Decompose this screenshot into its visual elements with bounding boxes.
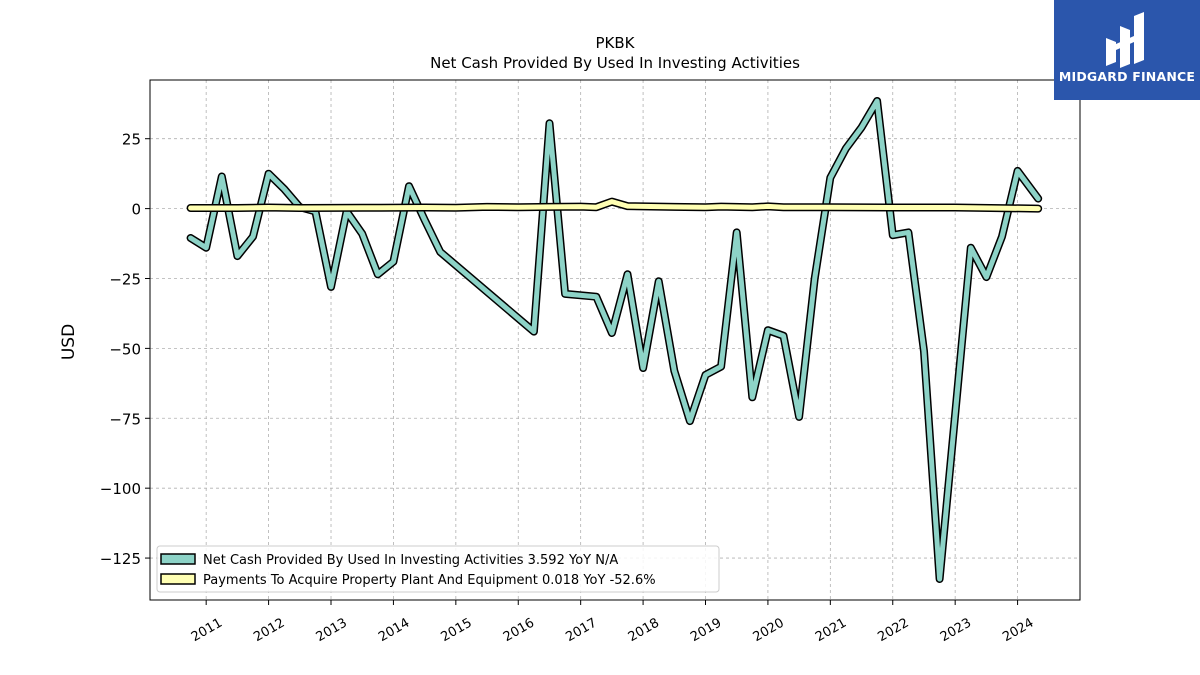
y-axis: 25 0 −25 −50 −75 −100 −125 bbox=[100, 131, 150, 568]
series-0-line bbox=[188, 98, 1041, 582]
x-tick-label: 2017 bbox=[563, 616, 599, 646]
plot-frame bbox=[149, 79, 1081, 601]
y-tick-label: 0 bbox=[131, 201, 141, 219]
x-tick-label: 2022 bbox=[875, 616, 911, 646]
legend-label: Payments To Acquire Property Plant And E… bbox=[203, 573, 656, 588]
legend-swatch bbox=[160, 573, 196, 585]
grid-lines bbox=[150, 80, 1080, 600]
series-0-outline bbox=[186, 97, 1043, 583]
y-tick-label: 25 bbox=[122, 131, 141, 149]
x-tick-label: 2011 bbox=[189, 616, 225, 646]
brand-name: MIDGARD FINANCE bbox=[1058, 69, 1196, 84]
y-tick-label: −50 bbox=[109, 340, 141, 358]
y-tick-label: −75 bbox=[109, 410, 141, 428]
x-tick-label: 2015 bbox=[439, 616, 475, 646]
legend-label: Net Cash Provided By Used In Investing A… bbox=[203, 553, 618, 568]
series-1-line bbox=[188, 199, 1041, 212]
legend-box bbox=[156, 545, 720, 593]
x-tick-label: 2024 bbox=[1000, 616, 1036, 646]
x-tick-label: 2021 bbox=[813, 616, 849, 646]
x-tick-label: 2016 bbox=[501, 616, 537, 646]
x-tick-label: 2013 bbox=[314, 616, 350, 646]
legend-swatch bbox=[160, 553, 196, 565]
midgard-logo-icon bbox=[1106, 12, 1144, 68]
x-tick-label: 2012 bbox=[251, 616, 287, 646]
y-tick-label: −25 bbox=[109, 270, 141, 288]
x-tick-label: 2014 bbox=[376, 616, 412, 646]
y-tick-label: −125 bbox=[100, 550, 141, 568]
x-axis: 2011 2012 2013 2014 2015 2016 2017 2018 2019 2020… bbox=[189, 600, 1036, 646]
chart-title: PKBK bbox=[595, 34, 635, 52]
x-tick-label: 2020 bbox=[751, 616, 787, 646]
x-tick-label: 2019 bbox=[688, 616, 724, 646]
x-tick-label: 2023 bbox=[938, 616, 974, 646]
plot-series bbox=[186, 97, 1043, 583]
chart-subtitle: Net Cash Provided By Used In Investing A… bbox=[430, 54, 800, 72]
y-axis-label: USD bbox=[59, 324, 79, 360]
legend: Net Cash Provided By Used In Investing A… bbox=[156, 545, 720, 593]
brand-logo: MIDGARD FINANCE bbox=[1054, 0, 1200, 100]
y-tick-label: −100 bbox=[100, 480, 141, 498]
x-tick-label: 2018 bbox=[626, 616, 662, 646]
